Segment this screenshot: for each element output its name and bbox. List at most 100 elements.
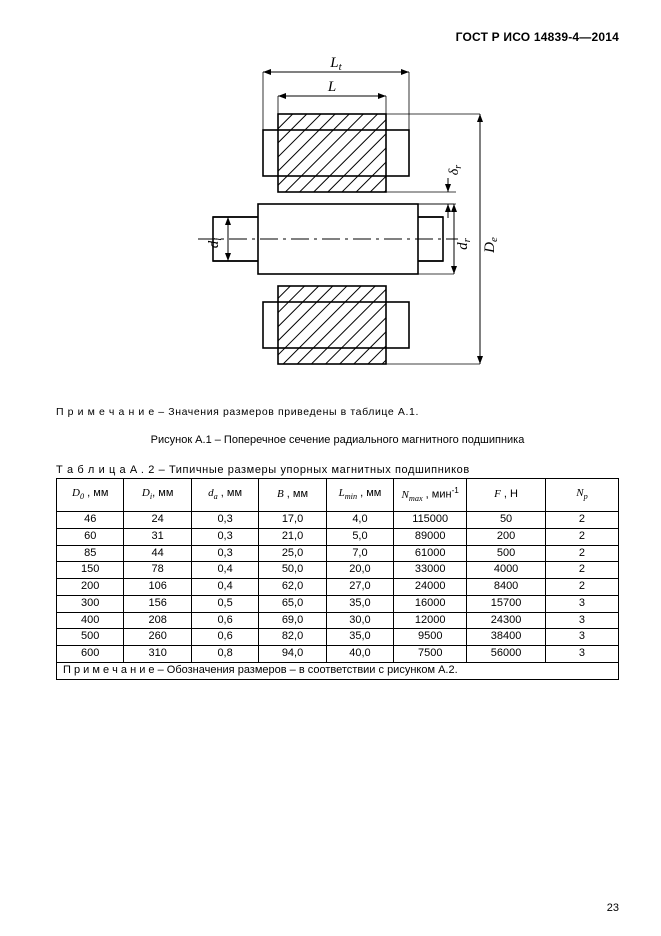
document-id: ГОСТ Р ИСО 14839-4—2014 — [56, 30, 619, 44]
table-cell: 94,0 — [259, 646, 326, 663]
table-cell: 25,0 — [259, 545, 326, 562]
col-F: F , Н — [467, 479, 546, 512]
table-cell: 46 — [57, 512, 124, 529]
table-row: 3001560,565,035,016000157003 — [57, 595, 619, 612]
table-body: 46240,317,04,011500050260310,321,05,0890… — [57, 512, 619, 663]
table-cell: 27,0 — [326, 579, 393, 596]
table-cell: 600 — [57, 646, 124, 663]
page: ГОСТ Р ИСО 14839-4—2014 — [0, 0, 661, 936]
table-cell: 300 — [57, 595, 124, 612]
table-cell: 17,0 — [259, 512, 326, 529]
table-cell: 2 — [545, 579, 618, 596]
table-cell: 400 — [57, 612, 124, 629]
table-cell: 3 — [545, 612, 618, 629]
table-cell: 0,5 — [191, 595, 258, 612]
figure-a1: Lt L De dr — [158, 50, 518, 400]
table-row: 2001060,462,027,02400084002 — [57, 579, 619, 596]
table-cell: 4000 — [467, 562, 546, 579]
table-cell: 115000 — [394, 512, 467, 529]
table-cell: 24 — [124, 512, 191, 529]
table-row: 5002600,682,035,09500384003 — [57, 629, 619, 646]
table-cell: 2 — [545, 528, 618, 545]
table-cell: 2 — [545, 512, 618, 529]
table-cell: 150 — [57, 562, 124, 579]
table-caption: Т а б л и ц а A . 2 – Типичные размеры у… — [56, 464, 619, 476]
table-cell: 65,0 — [259, 595, 326, 612]
table-cell: 50,0 — [259, 562, 326, 579]
table-cell: 0,3 — [191, 528, 258, 545]
table-cell: 0,6 — [191, 629, 258, 646]
table-cell: 5,0 — [326, 528, 393, 545]
table-row: 60310,321,05,0890002002 — [57, 528, 619, 545]
table-cell: 0,3 — [191, 512, 258, 529]
col-Nmax: Nmax , мин-1 — [394, 479, 467, 512]
table-row: 46240,317,04,0115000502 — [57, 512, 619, 529]
table-cell: 500 — [57, 629, 124, 646]
table-row: 6003100,894,040,07500560003 — [57, 646, 619, 663]
table-row: 85440,325,07,0610005002 — [57, 545, 619, 562]
table-cell: 61000 — [394, 545, 467, 562]
svg-text:De: De — [482, 237, 500, 254]
table-cell: 2 — [545, 545, 618, 562]
table-cell: 0,6 — [191, 612, 258, 629]
table-cell: 200 — [57, 579, 124, 596]
table-cell: 44 — [124, 545, 191, 562]
table-cell: 40,0 — [326, 646, 393, 663]
table-cell: 62,0 — [259, 579, 326, 596]
table-footnote: П р и м е ч а н и е – Обозначения размер… — [57, 662, 619, 679]
table-cell: 24300 — [467, 612, 546, 629]
table-cell: 89000 — [394, 528, 467, 545]
table-cell: 310 — [124, 646, 191, 663]
table-cell: 0,8 — [191, 646, 258, 663]
svg-text:Lt: Lt — [329, 55, 342, 73]
table-cell: 0,3 — [191, 545, 258, 562]
col-Lmin: Lmin , мм — [326, 479, 393, 512]
svg-text:L: L — [326, 79, 335, 95]
col-da: da , мм — [191, 479, 258, 512]
table-cell: 2 — [545, 562, 618, 579]
table-cell: 56000 — [467, 646, 546, 663]
table-cell: 156 — [124, 595, 191, 612]
table-cell: 9500 — [394, 629, 467, 646]
table-cell: 200 — [467, 528, 546, 545]
table-cell: 16000 — [394, 595, 467, 612]
table-cell: 20,0 — [326, 562, 393, 579]
table-cell: 4,0 — [326, 512, 393, 529]
table-cell: 3 — [545, 595, 618, 612]
table-cell: 3 — [545, 629, 618, 646]
table-cell: 21,0 — [259, 528, 326, 545]
table-cell: 0,4 — [191, 562, 258, 579]
table-a2: D0 , мм Di, мм da , мм B , мм Lmin , мм … — [56, 478, 619, 680]
table-cell: 30,0 — [326, 612, 393, 629]
table-cell: 31 — [124, 528, 191, 545]
table-cell: 15700 — [467, 595, 546, 612]
table-cell: 0,4 — [191, 579, 258, 596]
col-B: B , мм — [259, 479, 326, 512]
table-cell: 3 — [545, 646, 618, 663]
table-cell: 60 — [57, 528, 124, 545]
table-cell: 7500 — [394, 646, 467, 663]
page-number: 23 — [607, 902, 619, 914]
table-cell: 500 — [467, 545, 546, 562]
table-header-row: D0 , мм Di, мм da , мм B , мм Lmin , мм … — [57, 479, 619, 512]
col-Di: Di, мм — [124, 479, 191, 512]
table-footnote-row: П р и м е ч а н и е – Обозначения размер… — [57, 662, 619, 679]
table-cell: 50 — [467, 512, 546, 529]
table-row: 150780,450,020,03300040002 — [57, 562, 619, 579]
col-Np: Np — [545, 479, 618, 512]
figure-note: П р и м е ч а н и е – Значения размеров … — [56, 406, 619, 418]
table-cell: 78 — [124, 562, 191, 579]
table-cell: 82,0 — [259, 629, 326, 646]
table-cell: 69,0 — [259, 612, 326, 629]
table-cell: 260 — [124, 629, 191, 646]
table-cell: 24000 — [394, 579, 467, 596]
table-cell: 12000 — [394, 612, 467, 629]
table-cell: 106 — [124, 579, 191, 596]
table-cell: 8400 — [467, 579, 546, 596]
table-cell: 33000 — [394, 562, 467, 579]
col-D0: D0 , мм — [57, 479, 124, 512]
figure-wrap: Lt L De dr — [56, 50, 619, 400]
svg-text:δr: δr — [447, 165, 464, 176]
table-row: 4002080,669,030,012000243003 — [57, 612, 619, 629]
table-cell: 38400 — [467, 629, 546, 646]
